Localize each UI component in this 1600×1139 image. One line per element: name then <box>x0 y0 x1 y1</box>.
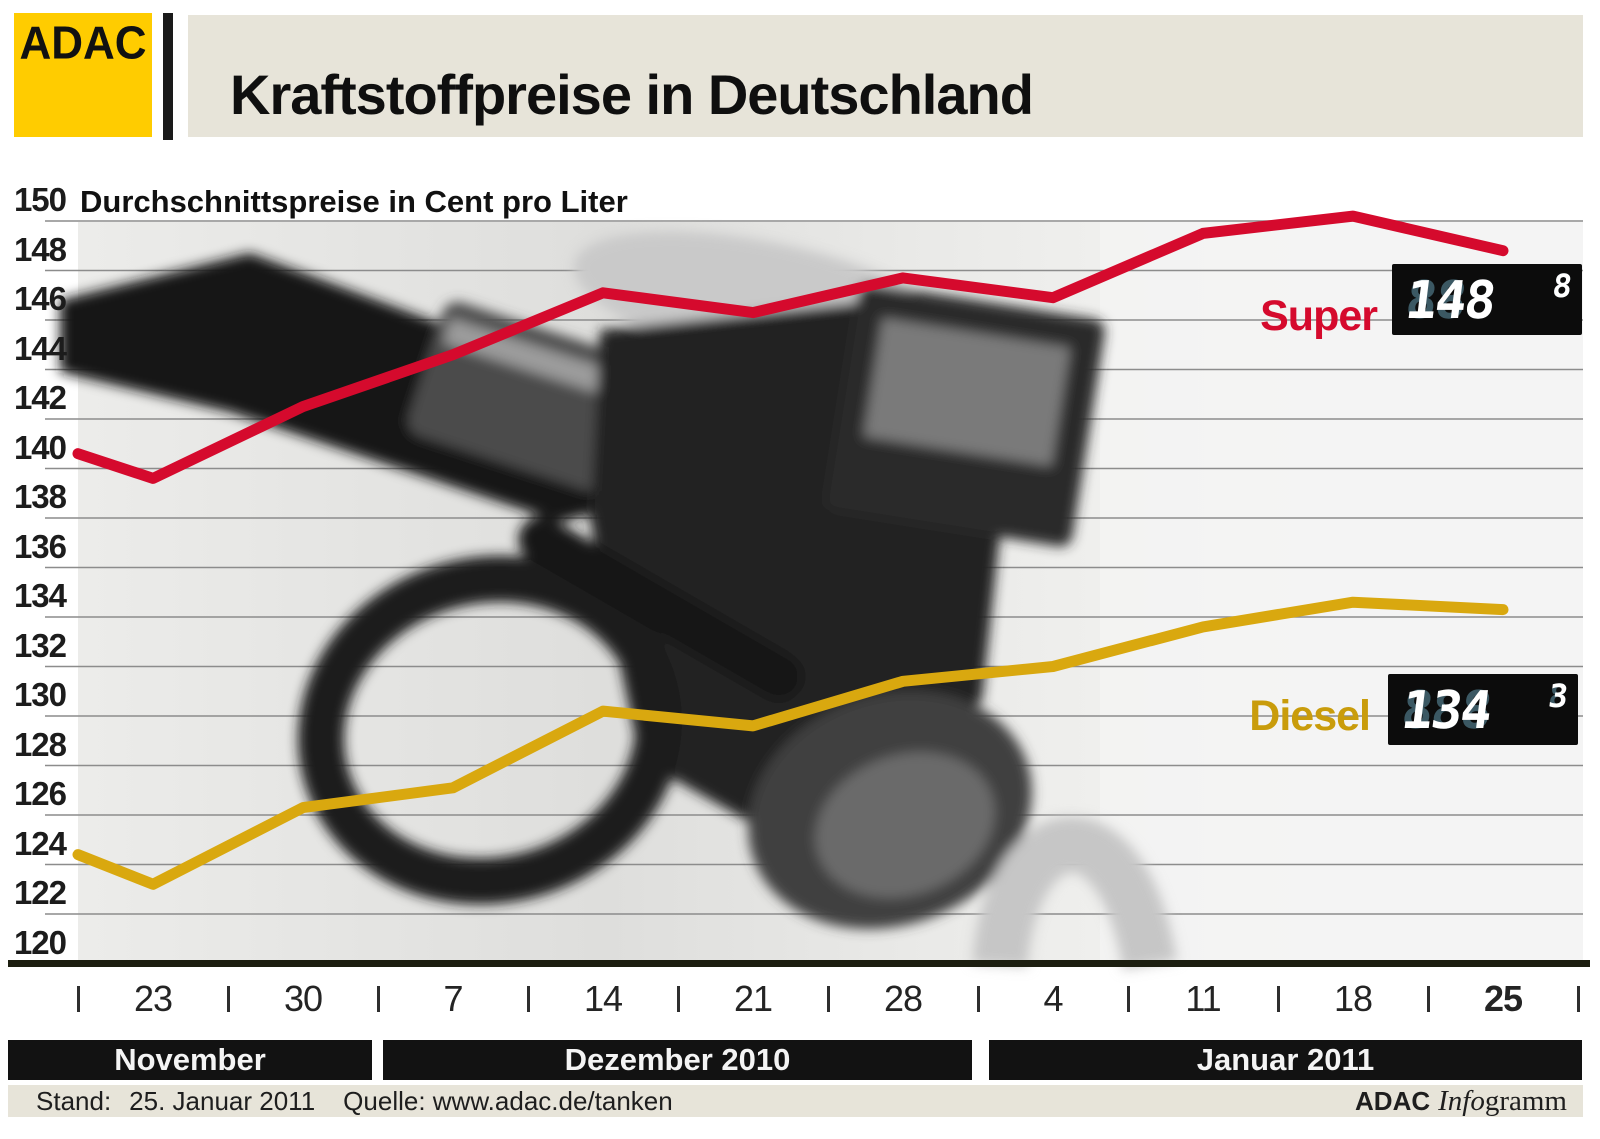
y-axis-label: 128 <box>13 725 67 763</box>
x-tick <box>377 986 380 1012</box>
diesel-series-label: Diesel <box>1249 692 1371 740</box>
x-tick <box>227 986 230 1012</box>
adac-logo: ADAC <box>14 13 152 137</box>
footer-band: Stand: 25. Januar 2011 Quelle: www.adac.… <box>8 1085 1583 1117</box>
x-tick <box>1427 986 1430 1012</box>
logo-divider <box>163 13 173 140</box>
lcd-sup-digit: 8 3 <box>1532 677 1571 715</box>
header-band <box>188 15 1583 137</box>
y-axis-label: 132 <box>13 626 67 664</box>
source-text: Quelle: www.adac.de/tanken <box>343 1085 673 1116</box>
super-price-display: 888 148 8 8 <box>1392 264 1582 335</box>
x-tick <box>677 986 680 1012</box>
y-axis-label: 130 <box>13 676 67 713</box>
lcd-digits: 888 148 <box>1402 271 1530 331</box>
footer-status: Stand: 25. Januar 2011 Quelle: www.adac.… <box>8 1086 673 1117</box>
stand-value: 25. Januar 2011 <box>129 1085 316 1116</box>
lcd-digits: 888 134 <box>1398 681 1526 741</box>
x-tick <box>1577 986 1580 1012</box>
y-axis-label: 144 <box>13 329 67 367</box>
x-tick-label: 25 <box>1483 978 1523 1019</box>
credit-adac: ADAC <box>1355 1085 1431 1116</box>
diesel-price-decimal: 3 <box>1546 677 1571 715</box>
super-line <box>72 210 1509 484</box>
y-axis-label: 122 <box>13 874 67 911</box>
credit: ADAC Info gramm <box>1355 1085 1583 1118</box>
diesel-price-main: 134 <box>1398 681 1494 741</box>
super-price-decimal: 8 <box>1550 267 1575 305</box>
x-tick <box>527 986 530 1012</box>
x-axis-line <box>8 960 1590 967</box>
credit-gramm: gramm <box>1484 1084 1567 1117</box>
x-tick-label: 14 <box>583 978 623 1019</box>
x-tick <box>977 986 980 1012</box>
lcd-sup-digit: 8 8 <box>1536 267 1575 305</box>
adac-logo-text: ADAC <box>19 17 147 70</box>
y-axis-label: 148 <box>13 230 67 268</box>
month-band-januar: Januar 2011 <box>989 1040 1582 1080</box>
y-axis-label: 136 <box>13 527 67 565</box>
y-axis-label: 126 <box>13 775 67 812</box>
super-series-label: Super <box>1260 292 1378 340</box>
x-tick-label: 28 <box>883 978 923 1019</box>
super-price-main: 148 <box>1402 271 1498 331</box>
month-band-dezember: Dezember 2010 <box>383 1040 972 1080</box>
y-axis-label: 150 <box>13 181 67 218</box>
x-tick-label: 7 <box>443 978 463 1019</box>
x-tick <box>1277 986 1280 1012</box>
credit-info: Info <box>1438 1084 1485 1117</box>
page-title: Kraftstoffpreise in Deutschland <box>230 63 1034 126</box>
chart-subtitle: Durchschnittspreise in Cent pro Liter <box>80 184 628 219</box>
x-tick-label: 21 <box>733 978 773 1019</box>
month-band-november: November <box>8 1040 372 1080</box>
stand-label: Stand: <box>36 1085 112 1116</box>
series-lines <box>72 210 1509 890</box>
x-tick <box>77 986 80 1012</box>
x-tick <box>827 986 830 1012</box>
y-axis-label: 138 <box>13 478 67 515</box>
x-tick-label: 4 <box>1043 978 1063 1019</box>
y-axis-label: 124 <box>13 824 67 862</box>
y-axis-label: 140 <box>13 428 67 466</box>
y-axis-label: 142 <box>13 379 67 416</box>
x-tick <box>1127 986 1130 1012</box>
y-axis-label: 120 <box>13 923 67 961</box>
x-tick-label: 18 <box>1333 978 1373 1019</box>
diesel-line <box>72 596 1509 890</box>
x-tick-label: 30 <box>283 978 323 1019</box>
x-tick-label: 23 <box>133 978 173 1019</box>
y-axis-label: 146 <box>13 280 67 317</box>
x-tick-label: 11 <box>1185 978 1221 1019</box>
y-axis-label: 134 <box>13 577 67 614</box>
diesel-price-display: 888 134 8 3 <box>1388 674 1578 745</box>
